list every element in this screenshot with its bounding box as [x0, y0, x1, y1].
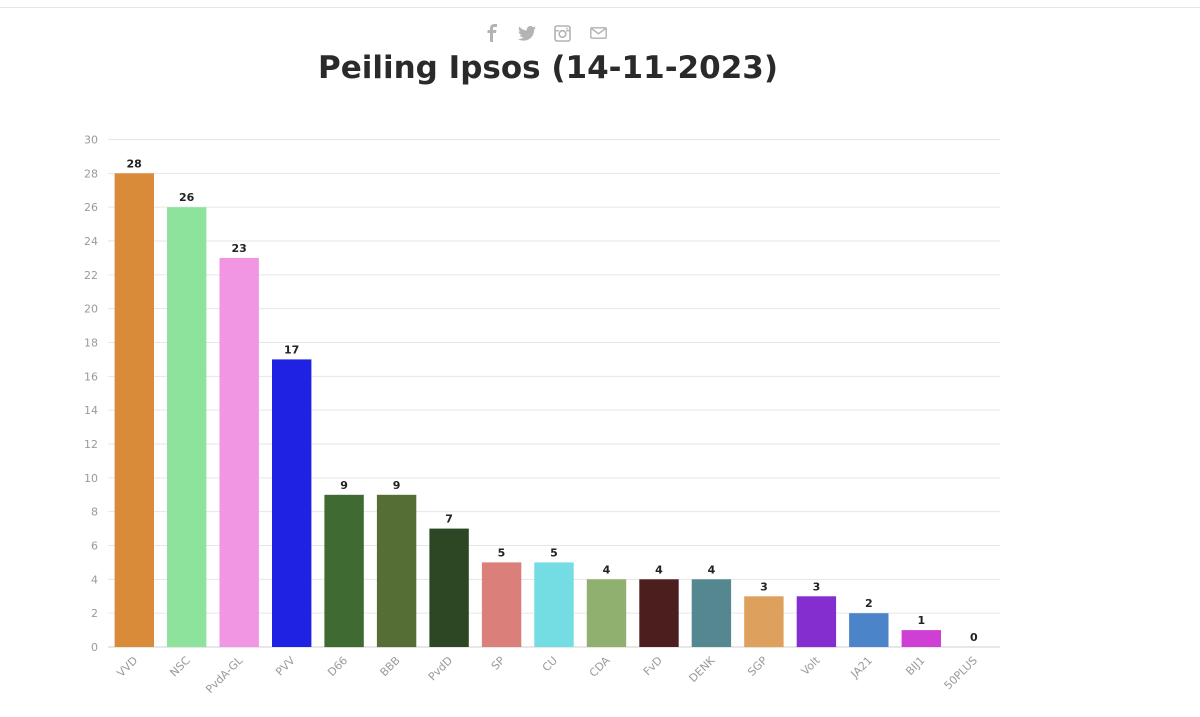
data-label: 17 — [284, 343, 299, 356]
data-label: 4 — [708, 563, 716, 576]
bar-cda[interactable] — [586, 579, 627, 647]
data-label: 26 — [179, 191, 195, 204]
x-tick-label: SGP — [745, 654, 770, 679]
y-tick-label: 4 — [91, 573, 98, 586]
x-tick-label: BBB — [378, 654, 403, 679]
instagram-icon[interactable] — [551, 22, 575, 44]
data-label: 28 — [127, 157, 142, 170]
y-tick-label: 20 — [84, 303, 98, 316]
data-label: 9 — [393, 479, 401, 492]
x-tick-label: FvD — [641, 654, 665, 678]
chart-title: Peiling Ipsos (14-11-2023) — [317, 50, 779, 86]
bar-volt[interactable] — [796, 596, 837, 648]
bar-sp[interactable] — [481, 562, 522, 647]
y-tick-label: 26 — [84, 201, 98, 214]
data-labels: 28 26 23 17 9 9 7 5 5 4 4 4 3 3 2 1 0 — [127, 157, 978, 644]
bar-nsc[interactable] — [167, 207, 207, 647]
bar-fvd[interactable] — [639, 579, 679, 647]
data-label: 23 — [232, 242, 247, 255]
x-tick-label: PvdA-GL — [203, 653, 246, 696]
y-tick-label: 28 — [84, 167, 98, 180]
x-axis: VVD NSC PvdA-GL PVV D66 BBB PvdD SP CU CDA FvD DENK… — [114, 653, 979, 696]
x-tick-label: Volt — [799, 653, 823, 677]
share-bar — [480, 22, 610, 44]
top-divider — [0, 7, 1200, 8]
bar-pvdd[interactable] — [429, 528, 469, 647]
x-tick-label: CU — [540, 654, 560, 674]
bar-bij1[interactable] — [901, 630, 941, 647]
x-tick-label: NSC — [167, 654, 193, 680]
y-tick-label: 0 — [91, 641, 98, 654]
bar-d66[interactable] — [324, 494, 364, 648]
bar-ja21[interactable] — [849, 613, 889, 647]
bars — [114, 173, 941, 648]
y-tick-label: 8 — [91, 506, 98, 519]
y-tick-label: 16 — [84, 370, 98, 383]
data-label: 4 — [603, 563, 611, 576]
y-tick-label: 22 — [84, 269, 98, 282]
data-label: 9 — [340, 479, 348, 492]
data-label: 7 — [445, 513, 453, 526]
x-tick-label: BIJ1 — [903, 654, 927, 678]
bar-denk[interactable] — [691, 579, 732, 647]
data-label: 2 — [865, 597, 873, 610]
data-label: 0 — [970, 631, 978, 644]
bar-sgp[interactable] — [744, 596, 784, 648]
y-tick-label: 30 — [84, 134, 98, 147]
bar-cu[interactable] — [534, 562, 574, 647]
y-tick-label: 6 — [91, 540, 98, 553]
data-label: 5 — [498, 546, 506, 559]
x-tick-label: 50PLUS — [942, 654, 980, 692]
data-label: 3 — [760, 580, 768, 593]
x-tick-label: PvdD — [426, 654, 455, 683]
facebook-icon[interactable] — [480, 22, 504, 44]
y-tick-label: 24 — [84, 235, 98, 248]
y-tick-label: 2 — [91, 607, 98, 620]
data-label: 3 — [813, 580, 821, 593]
data-label: 5 — [550, 546, 558, 559]
bar-pvda-gl[interactable] — [219, 257, 259, 647]
bar-bbb[interactable] — [376, 494, 417, 648]
bar-vvd[interactable] — [114, 173, 154, 648]
y-tick-label: 10 — [84, 472, 98, 485]
x-tick-label: PVV — [273, 654, 298, 679]
data-label: 4 — [655, 563, 663, 576]
x-tick-label: DENK — [686, 653, 718, 685]
y-tick-label: 18 — [84, 337, 98, 350]
x-tick-label: JA21 — [848, 654, 875, 681]
x-tick-label: D66 — [325, 654, 350, 679]
x-tick-label: SP — [489, 654, 508, 673]
twitter-icon[interactable] — [516, 22, 540, 44]
x-tick-label: VVD — [114, 654, 140, 680]
mail-icon[interactable] — [587, 22, 611, 44]
bar-pvv[interactable] — [272, 359, 312, 647]
y-tick-label: 12 — [84, 438, 98, 451]
x-tick-label: CDA — [587, 654, 613, 680]
data-label: 1 — [917, 614, 925, 627]
y-tick-label: 14 — [84, 404, 98, 417]
